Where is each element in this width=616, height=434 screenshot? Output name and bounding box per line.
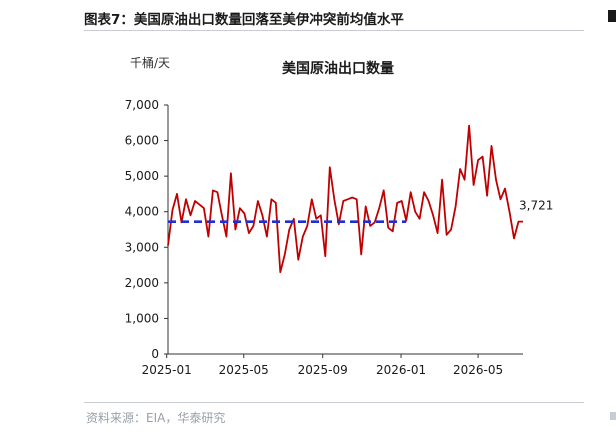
y-tick-label: 5,000 xyxy=(125,169,159,183)
header-rule xyxy=(84,30,584,31)
last-value-label: 3,721 xyxy=(519,199,553,213)
y-tick-label: 3,000 xyxy=(125,240,159,254)
axes xyxy=(167,105,523,355)
figure-title: 图表7：美国原油出口数量回落至美伊冲突前均值水平 xyxy=(84,8,404,28)
chart-title: 美国原油出口数量 xyxy=(282,60,394,77)
figure-title-text: 美国原油出口数量回落至美伊冲突前均值水平 xyxy=(133,12,404,28)
source-rule xyxy=(84,402,584,403)
y-tick-label: 7,000 xyxy=(125,98,159,112)
y-axis-unit-label: 千桶/天 xyxy=(130,55,170,70)
x-tick-label: 2025-09 xyxy=(298,363,348,377)
y-tick-label: 6,000 xyxy=(125,134,159,148)
y-tick-label: 0 xyxy=(151,347,159,361)
exports-series-line xyxy=(167,124,523,274)
figure-label: 图表7： xyxy=(84,12,134,28)
x-tick-label: 2025-05 xyxy=(219,363,269,377)
x-tick-label: 2025-01 xyxy=(142,363,192,377)
source-note: 资料来源：EIA，华泰研究 xyxy=(86,411,226,425)
x-tick-label: 2026-05 xyxy=(453,363,503,377)
y-tick-label: 2,000 xyxy=(125,276,159,290)
y-tick-label: 1,000 xyxy=(125,311,159,325)
y-ticks: 0 1,000 2,000 3,000 4,000 5,000 6,000 7,000 xyxy=(125,98,168,361)
adjacent-figure-edge-bottom xyxy=(610,412,616,420)
annotation-layer: 3,721 xyxy=(519,199,553,213)
y-tick-label: 4,000 xyxy=(125,205,159,219)
figure-header: 图表7：美国原油出口数量回落至美伊冲突前均值水平 xyxy=(0,0,616,34)
x-tick-label: 2026-01 xyxy=(376,363,426,377)
adjacent-figure-edge xyxy=(608,10,616,22)
series-layer xyxy=(167,124,523,274)
x-ticks: 2025-01 2025-05 2025-09 2026-01 2026-05 xyxy=(142,354,503,377)
